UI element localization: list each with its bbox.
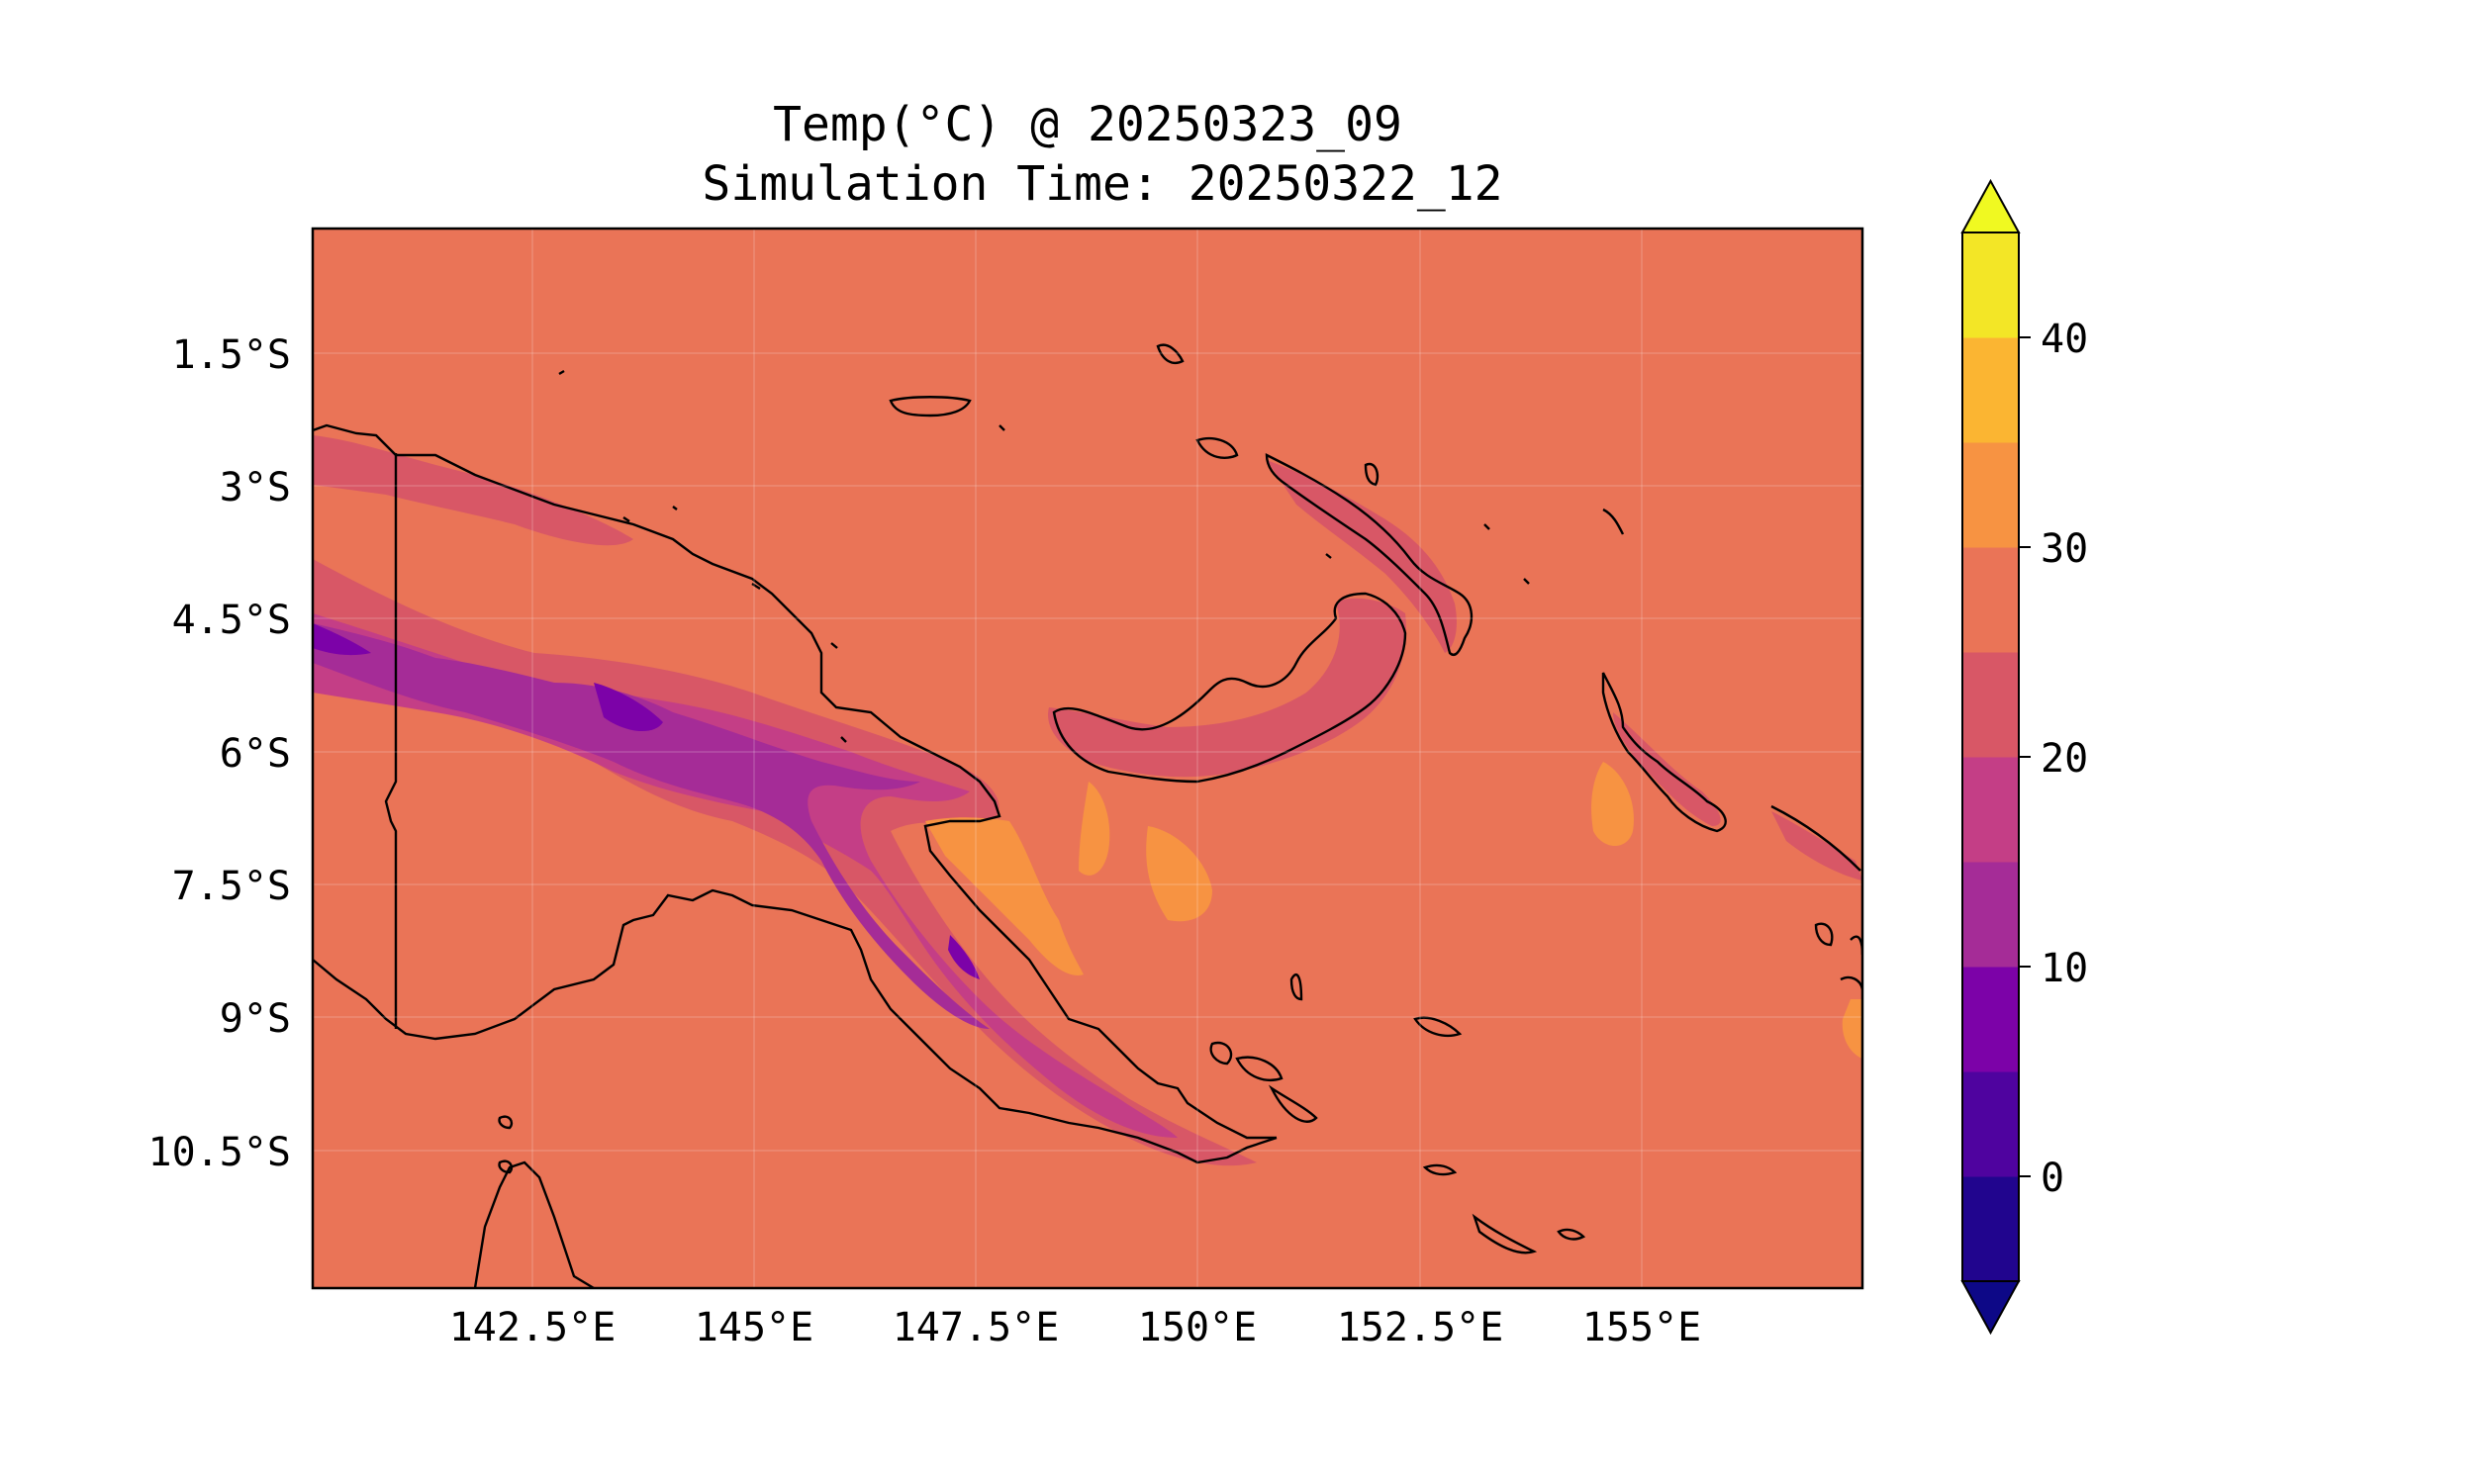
warm-patch-east xyxy=(1842,999,1862,1059)
highland-band-outer xyxy=(313,435,633,546)
island-louisiade-2 xyxy=(1472,1213,1538,1254)
islet-8 xyxy=(1523,578,1530,585)
islet-3 xyxy=(622,516,630,522)
solomons-east-band xyxy=(1771,811,1862,881)
warm-patch-bougainville xyxy=(1591,762,1634,846)
new-guinea-coast-north xyxy=(313,423,1277,1140)
colorbar-segment xyxy=(1962,967,2019,1072)
island-trobriand xyxy=(1289,974,1303,1001)
islet-10 xyxy=(840,736,847,743)
warm-patch-solomon-sea-1 xyxy=(1079,782,1110,876)
border-line xyxy=(384,453,398,1029)
colorbar-extend-min xyxy=(1960,1280,2021,1336)
island-solomon-east-1 xyxy=(1770,804,1861,872)
colorbar-segment xyxy=(1962,442,2019,548)
island-north-1 xyxy=(1156,343,1185,365)
warm-patch-gulf xyxy=(925,817,1084,975)
islet-1 xyxy=(558,369,565,376)
torres-island-1 xyxy=(498,1115,514,1130)
lat-tick-label: 6°S xyxy=(220,731,291,777)
bougainville-coast xyxy=(1601,672,1727,833)
islet-6 xyxy=(1325,553,1332,559)
islet-4 xyxy=(751,582,761,591)
colorbar-segment xyxy=(1962,1071,2019,1177)
title-line-2: Simulation Time: 20250322_12 xyxy=(702,156,1502,212)
colorbar-segment xyxy=(1962,232,2019,338)
colorbar-tick-label: 40 xyxy=(2041,317,2088,362)
island-solomon-east-2 xyxy=(1814,922,1834,947)
lat-tick-label: 9°S xyxy=(220,996,291,1042)
lon-tick-label: 150°E xyxy=(1138,1305,1257,1350)
lat-tick-label: 10.5°S xyxy=(148,1130,292,1175)
lon-tick-label: 147.5°E xyxy=(893,1305,1060,1350)
island-east-1 xyxy=(1364,462,1380,487)
islet-9 xyxy=(830,642,838,649)
colorbar-segment xyxy=(1962,1176,2019,1282)
new-ireland-coast xyxy=(1265,453,1474,657)
island-d-entrecasteaux-2 xyxy=(1235,1056,1284,1081)
colorbar-segment xyxy=(1962,757,2019,863)
colorbar-extend-max xyxy=(1960,178,2021,233)
island-east-2 xyxy=(1602,508,1625,535)
colorbar-segment xyxy=(1962,862,2019,968)
island-d-entrecasteaux-3 xyxy=(1268,1084,1318,1123)
lat-tick-label: 4.5°S xyxy=(172,598,291,643)
colorbar: 0 10 20 30 40 xyxy=(1960,178,2088,1336)
colorbar-tick-label: 20 xyxy=(2041,736,2088,782)
lon-tick-label: 155°E xyxy=(1582,1305,1701,1350)
new-britain-coast xyxy=(1052,592,1407,784)
map-frame xyxy=(311,227,1864,1290)
colorbar-tick-label: 10 xyxy=(2041,946,2088,991)
highland-band-core xyxy=(313,623,990,1029)
new-britain-band xyxy=(1048,598,1406,778)
lon-tick-label: 145°E xyxy=(695,1305,813,1350)
colorbar-segment xyxy=(1962,652,2019,758)
title-line-1: Temp(°C) @ 20250323_09 xyxy=(773,97,1402,152)
island-d-entrecasteaux-1 xyxy=(1209,1041,1233,1066)
lon-tick-label: 142.5°E xyxy=(449,1305,617,1350)
map-area xyxy=(313,229,1862,1288)
new-guinea-coast-south xyxy=(313,888,1278,1164)
gridlines xyxy=(313,229,1862,1288)
colorbar-segment xyxy=(1962,547,2019,653)
australia-cape-york xyxy=(473,1160,595,1288)
island-woodlark xyxy=(1413,1016,1463,1038)
colorbar-segment xyxy=(1962,337,2019,443)
coastlines xyxy=(313,343,1862,1288)
colorbar-tick-label: 0 xyxy=(2041,1156,2064,1201)
lon-tick-label: 152.5°E xyxy=(1337,1305,1504,1350)
manus-island xyxy=(889,396,972,417)
warm-patch-solomon-sea-2 xyxy=(1146,826,1212,922)
island-north-2 xyxy=(1195,436,1239,459)
islet-7 xyxy=(1483,523,1490,530)
longitude-ticks: 142.5°E 145°E 147.5°E 150°E 152.5°E 155°E xyxy=(449,1305,1702,1350)
island-louisiade-1 xyxy=(1422,1163,1458,1176)
lat-tick-label: 3°S xyxy=(220,465,291,510)
lat-tick-label: 1.5°S xyxy=(172,332,291,378)
new-ireland-band xyxy=(1267,460,1457,653)
colorbar-tick-label: 30 xyxy=(2041,526,2088,572)
torres-island-2 xyxy=(498,1159,514,1174)
islet-2 xyxy=(672,506,678,510)
islet-5 xyxy=(999,424,1005,431)
latitude-ticks: 1.5°S 3°S 4.5°S 6°S 7.5°S 9°S 10.5°S xyxy=(148,332,292,1175)
island-louisiade-3 xyxy=(1557,1228,1586,1241)
lat-tick-label: 7.5°S xyxy=(172,864,291,909)
